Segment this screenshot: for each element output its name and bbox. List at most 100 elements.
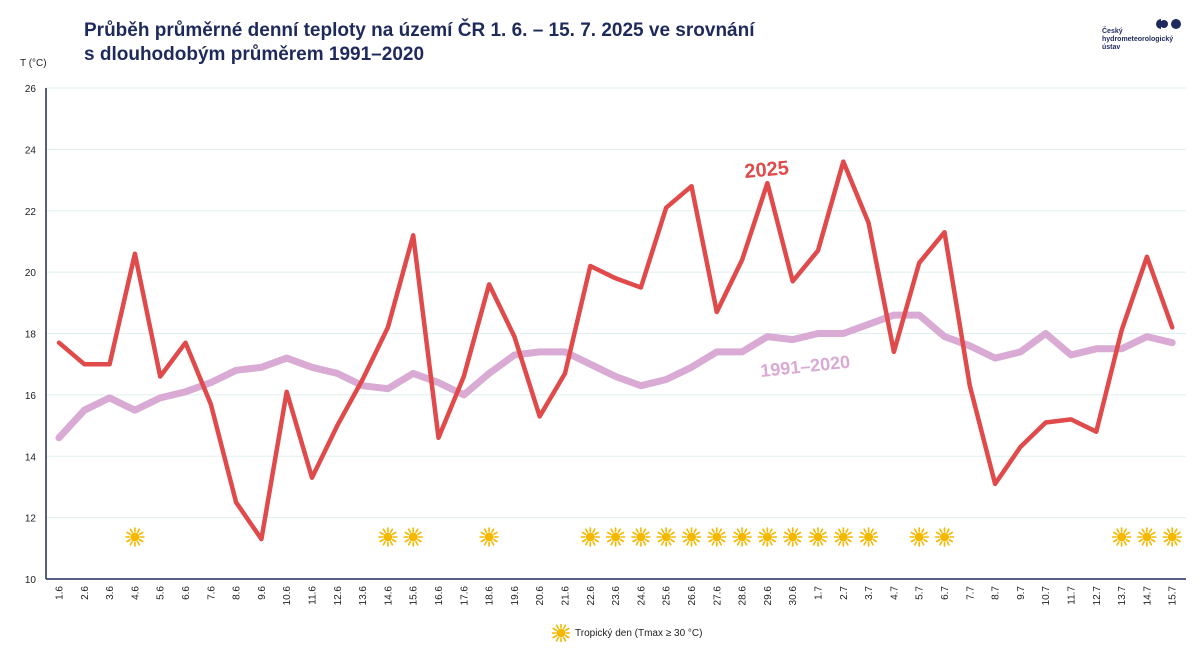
sun-icon [479, 527, 499, 547]
chart-title-line1: Průběh průměrné denní teploty na území Č… [84, 20, 755, 41]
sun-ray [668, 528, 672, 534]
sun-ray [480, 531, 486, 536]
x-tick-label: 2.7 [839, 586, 850, 600]
sun-icon [858, 527, 879, 547]
sun-core [585, 532, 595, 542]
y-tick-label: 18 [25, 330, 37, 341]
sun-ray [948, 531, 954, 536]
x-tick-label: 17.6 [459, 586, 470, 606]
x-tick-label: 12.6 [333, 586, 344, 606]
sun-ray [733, 531, 739, 536]
sun-icon [681, 527, 702, 547]
series-label-2025: 2025 [744, 157, 790, 183]
sun-ray [617, 540, 621, 546]
x-tick-label: 2.6 [80, 586, 91, 600]
sun-ray [555, 636, 560, 642]
sun-ray [415, 528, 419, 534]
x-tick-label: 5.7 [915, 586, 926, 600]
y-tick-label: 20 [25, 268, 37, 279]
sun-ray [744, 528, 748, 534]
sun-core [484, 532, 494, 542]
sun-ray [407, 540, 412, 546]
sun-ray [784, 538, 789, 543]
sun-ray [389, 528, 394, 534]
x-tick-label: 23.6 [611, 586, 622, 606]
sun-ray [870, 528, 874, 534]
sun-ray [708, 538, 713, 543]
sun-ray [493, 531, 498, 536]
sun-ray [720, 531, 726, 536]
y-tick-label: 12 [25, 514, 37, 525]
sun-ray [657, 538, 663, 543]
x-tick-label: 1.7 [814, 586, 825, 600]
sun-ray [610, 528, 614, 534]
chmu-logo: Český hydrometeorologický ústav [1102, 18, 1192, 52]
sun-ray [787, 540, 791, 546]
chart-title-line2: s dlouhodobým průměrem 1991–2020 [84, 44, 425, 65]
sun-ray [686, 540, 690, 546]
sun-ray [695, 538, 701, 543]
sun-icon [782, 527, 803, 547]
sun-ray [718, 528, 723, 534]
sun-ray [771, 531, 776, 536]
sun-ray [1174, 540, 1178, 546]
sun-ray [1176, 531, 1181, 536]
sun-ray [564, 627, 570, 632]
x-tick-label: 18.6 [485, 586, 496, 606]
sun-ray [1113, 538, 1118, 543]
sun-ray [644, 538, 650, 543]
sun-ray [1123, 528, 1127, 534]
sun-icon [403, 527, 424, 547]
sun-icon [656, 527, 677, 547]
x-tick-label: 4.7 [889, 586, 900, 600]
sun-ray [686, 528, 690, 534]
logo-mark-icon [1156, 19, 1181, 29]
sun-ray [1163, 531, 1169, 536]
sun-ray [847, 538, 852, 543]
x-tick-label: 10.7 [1041, 586, 1052, 606]
sun-ray [619, 538, 625, 543]
sun-ray [382, 528, 386, 534]
sun-core [687, 532, 696, 542]
sun-ray [682, 531, 688, 536]
sun-icon [580, 527, 601, 547]
sun-ray [138, 531, 144, 536]
sun-ray [607, 538, 612, 543]
sun-ray [1113, 531, 1118, 536]
x-tick-label: 6.6 [181, 586, 192, 600]
sun-ray [670, 531, 675, 536]
sun-ray [708, 531, 713, 536]
sun-ray [417, 531, 422, 536]
sun-ray [642, 528, 647, 534]
legend: Tropický den (Tmax ≥ 30 °C) [552, 624, 702, 642]
sun-icon [732, 527, 752, 547]
x-tick-label: 27.6 [712, 586, 723, 606]
sun-ray [939, 540, 943, 546]
sun-ray [718, 540, 723, 546]
sun-ray [635, 540, 639, 546]
x-tick-label: 22.6 [586, 586, 597, 606]
sun-ray [771, 538, 776, 543]
y-axis-label: T (°C) [20, 58, 47, 69]
sun-ray [404, 531, 410, 536]
sun-core [1167, 532, 1177, 542]
x-tick-label: 8.7 [991, 586, 1002, 600]
sun-ray [758, 538, 764, 543]
sun-ray [870, 540, 874, 546]
sun-core [712, 532, 722, 542]
sun-ray [847, 531, 852, 536]
logo-text: Český hydrometeorologický ústav [1102, 28, 1192, 52]
sun-ray [562, 636, 567, 642]
sun-ray [863, 540, 867, 546]
sun-core [408, 532, 418, 542]
sun-ray [126, 538, 131, 543]
sun-ray [746, 538, 751, 543]
legend-label: Tropický den (Tmax ≥ 30 °C) [575, 627, 703, 639]
sun-core [788, 532, 798, 542]
sun-ray [860, 538, 865, 543]
sun-ray [610, 540, 614, 546]
sun-core [556, 628, 566, 638]
x-tick-label: 19.6 [510, 586, 521, 606]
sun-ray [819, 540, 824, 546]
